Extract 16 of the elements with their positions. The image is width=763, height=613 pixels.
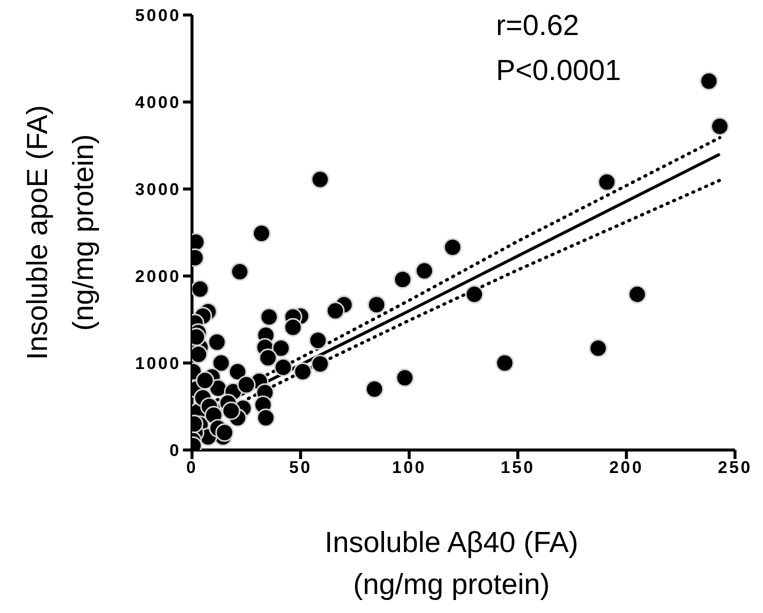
x-tick-label: 150 [500,458,535,478]
x-axis-title: Insoluble Aβ40 (FA) (ng/mg protein) [324,527,578,601]
y-tick-label: 4000 [135,93,181,112]
x-tick-label: 100 [392,458,426,478]
y-axis-title: Insoluble apoE (FA) (ng/mg protein) [22,105,100,360]
y-tick-label: 5000 [135,6,181,26]
y-tick-label: 2000 [135,267,181,286]
x-tick-label: 200 [609,458,644,478]
x-tick-label: 250 [718,458,752,478]
x-tick-label: 50 [289,458,312,478]
x-tick-label: 0 [186,458,198,478]
y-tick-label: 3000 [135,180,181,200]
annotation: P<0.0001 [496,55,621,88]
annotation: r=0.62 [496,10,580,43]
y-tick-label: 0 [170,441,181,460]
y-tick-label: 1000 [135,354,181,374]
